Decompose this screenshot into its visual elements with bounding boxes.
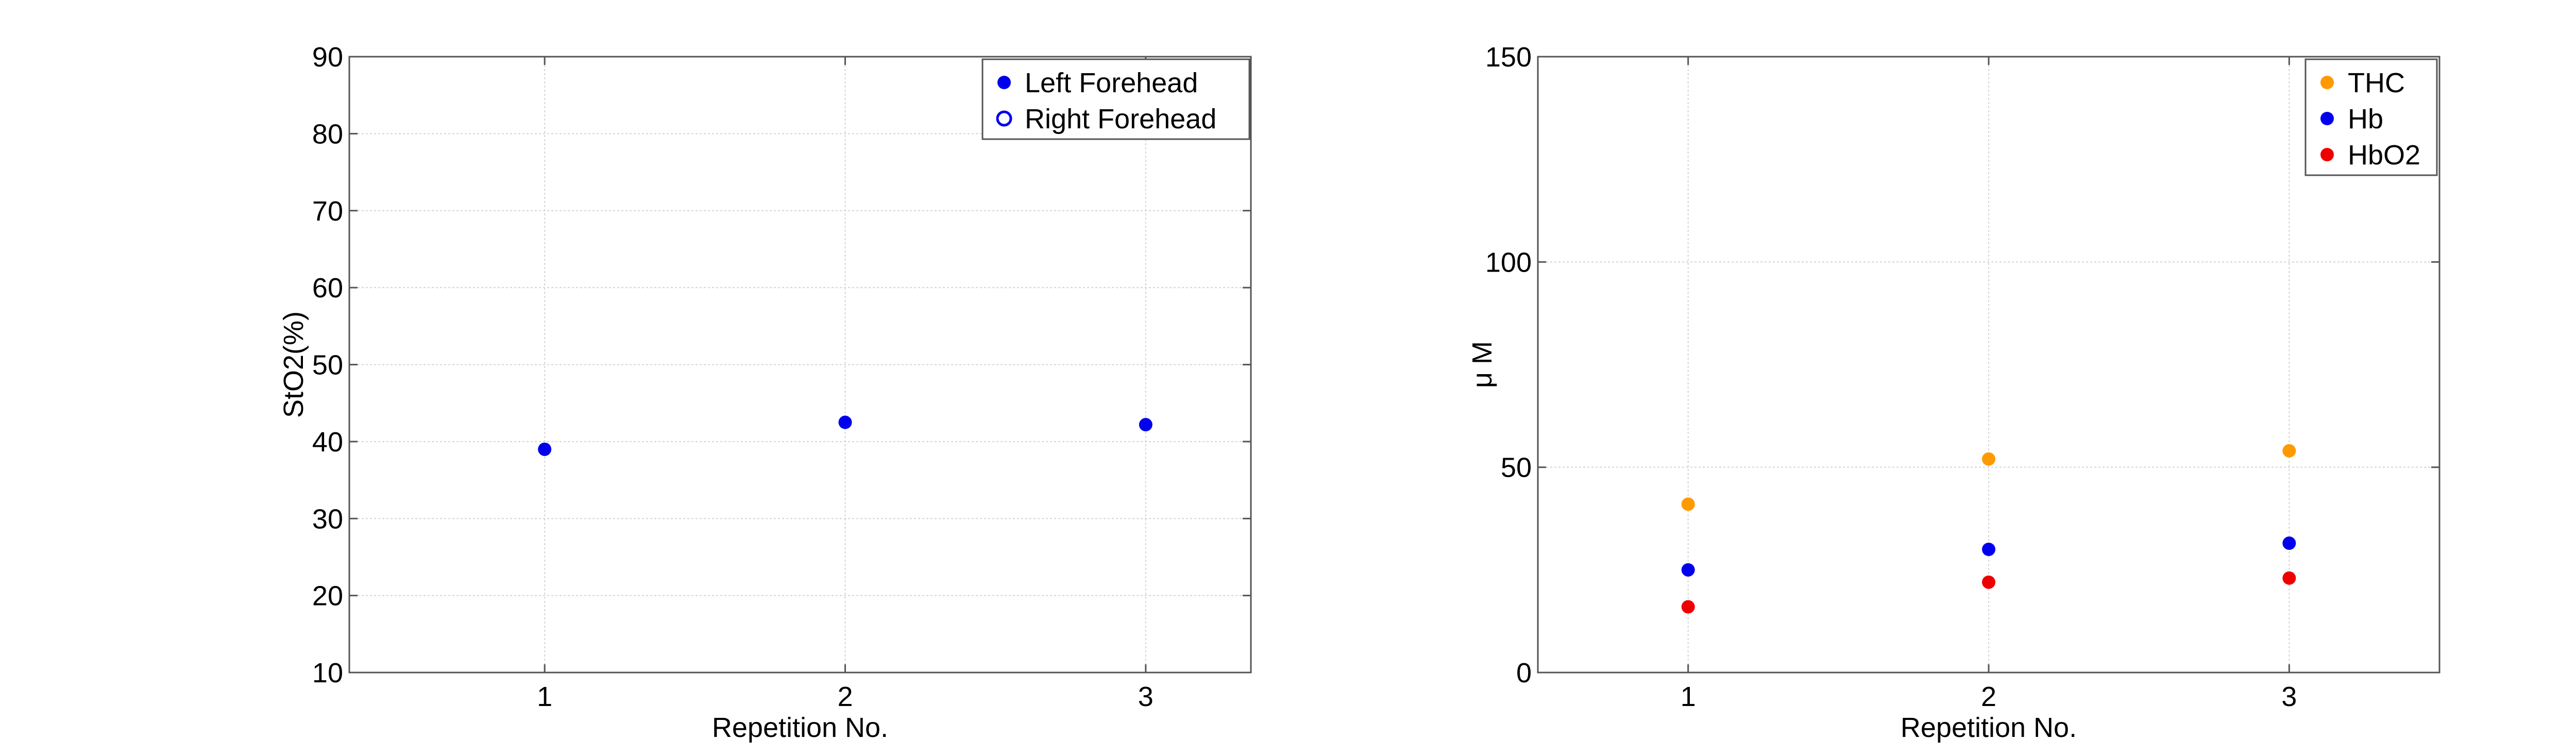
- x-tick-label: 2: [1981, 681, 1996, 712]
- y-tick-label: 100: [1485, 247, 1532, 278]
- y-tick-label: 10: [312, 658, 343, 688]
- data-point-left-forehead: [538, 442, 552, 456]
- x-tick-label: 1: [1681, 681, 1696, 712]
- y-tick-label: 50: [312, 350, 343, 381]
- x-axis-label: Repetition No.: [712, 712, 888, 743]
- data-point-thc: [2282, 444, 2296, 458]
- legend-marker-right-forehead: [996, 110, 1012, 127]
- y-tick-label: 60: [312, 273, 343, 304]
- x-tick-label: 1: [537, 681, 552, 712]
- data-point-hb: [2282, 536, 2296, 550]
- y-tick-label: 0: [1516, 658, 1532, 688]
- data-point-thc: [1681, 497, 1695, 511]
- data-point-thc: [1982, 452, 1995, 466]
- data-point-left-forehead: [1139, 418, 1153, 432]
- x-tick-label: 3: [1138, 681, 1154, 712]
- legend-marker-left-forehead: [997, 76, 1011, 89]
- data-point-hbo2: [1681, 600, 1695, 614]
- data-point-left-forehead: [838, 415, 852, 429]
- legend-marker-hbo2: [2320, 148, 2334, 161]
- data-point-hbo2: [2282, 571, 2296, 585]
- y-tick-label: 20: [312, 581, 343, 612]
- y-axis-label: StO2(%): [278, 311, 309, 418]
- y-tick-label: 40: [312, 427, 343, 458]
- legend-marker-thc: [2320, 76, 2334, 89]
- data-point-hb: [1681, 563, 1695, 577]
- legend-label-right-forehead: Right Forehead: [1025, 104, 1216, 135]
- stO2-chart: 1 2 3 10 20 30 40 50 60 70 80 90 Repetition No. StO2(…: [278, 42, 1252, 743]
- y-tick-label: 70: [312, 196, 343, 227]
- hemoglobin-chart: 1 2 3 0 50 100 150 Repetition No. μ M THC Hb HbO2: [1467, 42, 2441, 743]
- y-tick-label: 30: [312, 503, 343, 534]
- x-axis-label: Repetition No.: [1901, 712, 2077, 743]
- legend-box: [981, 58, 1250, 140]
- legend-label-left-forehead: Left Forehead: [1025, 68, 1198, 98]
- x-tick-label: 3: [2281, 681, 2297, 712]
- y-tick-label: 80: [312, 119, 343, 149]
- x-tick-label: 2: [837, 681, 853, 712]
- y-axis-label: μ M: [1467, 341, 1498, 388]
- y-tick-label: 150: [1485, 42, 1532, 73]
- legend-label-thc: THC: [2348, 68, 2405, 98]
- legend-label-hb: Hb: [2348, 104, 2383, 135]
- y-tick-label: 90: [312, 42, 343, 73]
- data-point-hbo2: [1982, 575, 1995, 589]
- legend-marker-hb: [2320, 112, 2334, 125]
- legend-label-hbo2: HbO2: [2348, 140, 2420, 171]
- data-point-hb: [1982, 543, 1995, 556]
- y-tick-label: 50: [1501, 452, 1532, 483]
